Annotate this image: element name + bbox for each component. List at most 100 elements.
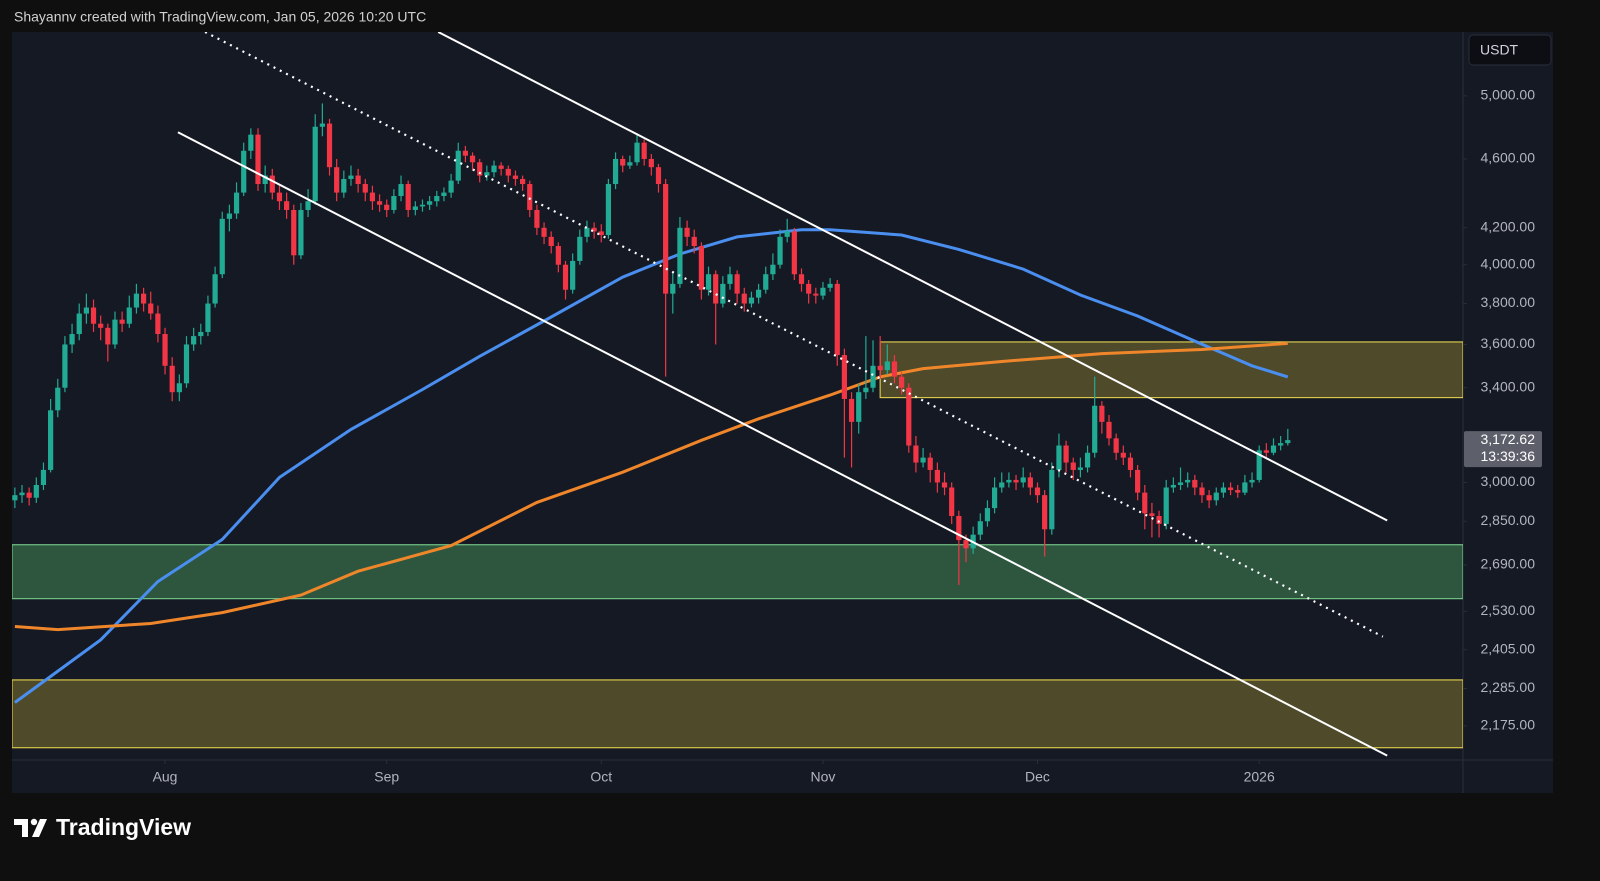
candle-body [319, 123, 325, 127]
candle-body [1042, 495, 1048, 530]
candle-body [427, 201, 433, 205]
candle-body [1192, 479, 1198, 488]
candle-body [1056, 445, 1062, 470]
candle-body [241, 150, 247, 193]
y-tick-label: 2,285.00 [1481, 679, 1536, 695]
logo-icon [14, 818, 47, 837]
candle-body [856, 392, 862, 422]
candle-body [977, 521, 983, 535]
plot-area [12, 32, 1463, 757]
candle-body [477, 162, 483, 176]
x-tick-label: Nov [811, 769, 836, 785]
candle-body [734, 274, 740, 294]
candle-body [748, 297, 755, 304]
candle-body [834, 283, 840, 356]
candle-body [870, 365, 876, 388]
candle-body [1135, 469, 1141, 493]
candle-body [1013, 479, 1019, 483]
candle-body [334, 167, 340, 193]
header-text: Shayannv created with TradingView.com, J… [14, 9, 426, 25]
candle-body [1070, 462, 1076, 470]
candle-body [1142, 492, 1148, 514]
candle-body [348, 175, 354, 179]
candle-body [33, 484, 39, 498]
candle-body [891, 361, 898, 377]
candle-body [233, 192, 240, 214]
candle-body [26, 492, 32, 498]
y-tick-label: 2,175.00 [1481, 717, 1536, 733]
candle-body [498, 165, 504, 169]
candle-body [527, 184, 533, 210]
candle-body [534, 209, 540, 228]
candle-body [126, 307, 132, 324]
candle-body [877, 365, 883, 371]
zone [12, 679, 1463, 749]
candle-body [806, 283, 812, 294]
candle-body [1249, 479, 1255, 483]
moving-average-line [14, 341, 1288, 632]
candle-body [1235, 490, 1241, 493]
candle-body [791, 231, 797, 275]
candle-body [691, 236, 697, 247]
candle-body [1177, 482, 1184, 485]
candle-body [763, 274, 769, 290]
x-tick-label: Sep [374, 769, 399, 785]
candle-body [90, 307, 97, 324]
y-tick-label: 3,800.00 [1481, 294, 1536, 310]
candle-body [963, 540, 969, 549]
candle-body [548, 236, 554, 247]
candle-body [1220, 487, 1227, 493]
candle-body [627, 162, 633, 166]
candle-body [863, 387, 869, 393]
candle-body [698, 246, 704, 290]
candle-body [48, 410, 54, 470]
candle-body [1242, 482, 1248, 493]
candle-body [484, 172, 490, 176]
candle-body [105, 327, 111, 345]
candle-body [1206, 495, 1212, 501]
y-tick-label: 4,200.00 [1481, 218, 1536, 234]
candle-body [1063, 445, 1069, 463]
candle-body [276, 192, 283, 202]
candle-body [1099, 405, 1105, 422]
candle-body [813, 293, 819, 296]
candle-body [820, 287, 826, 296]
candle-body [98, 323, 104, 328]
candle-body [520, 178, 526, 185]
candle-body [262, 175, 268, 185]
candle-body [1213, 492, 1219, 501]
candle-body [1185, 479, 1191, 483]
candle-body [398, 184, 404, 197]
candle-body [1199, 487, 1205, 496]
candle-body [1256, 450, 1262, 480]
candle-body [755, 289, 762, 298]
candle-body [419, 204, 426, 207]
candle-body [176, 383, 182, 393]
candle-body [298, 209, 304, 256]
candle-body [148, 303, 154, 314]
candle-body [405, 184, 411, 210]
y-tick-label: 2,530.00 [1481, 602, 1536, 618]
candle-body [1170, 484, 1176, 488]
candle-body [391, 196, 397, 210]
candle-body [291, 209, 297, 256]
candle-body [326, 123, 333, 168]
candle-body [827, 283, 833, 288]
candle-body [226, 213, 232, 219]
candle-body [598, 231, 604, 236]
candle-body [884, 361, 890, 371]
candle-body [255, 134, 261, 185]
candle-body [512, 175, 519, 179]
candle-body [641, 142, 647, 159]
x-tick-label: Aug [153, 769, 178, 785]
candle-body [40, 469, 47, 485]
candle-body [1120, 452, 1126, 458]
candle-body [1163, 487, 1169, 524]
candle-body [62, 344, 68, 388]
candle-body [1156, 515, 1162, 524]
candle-body [369, 192, 376, 202]
candle-body [1263, 450, 1269, 453]
candle-body [462, 150, 468, 156]
